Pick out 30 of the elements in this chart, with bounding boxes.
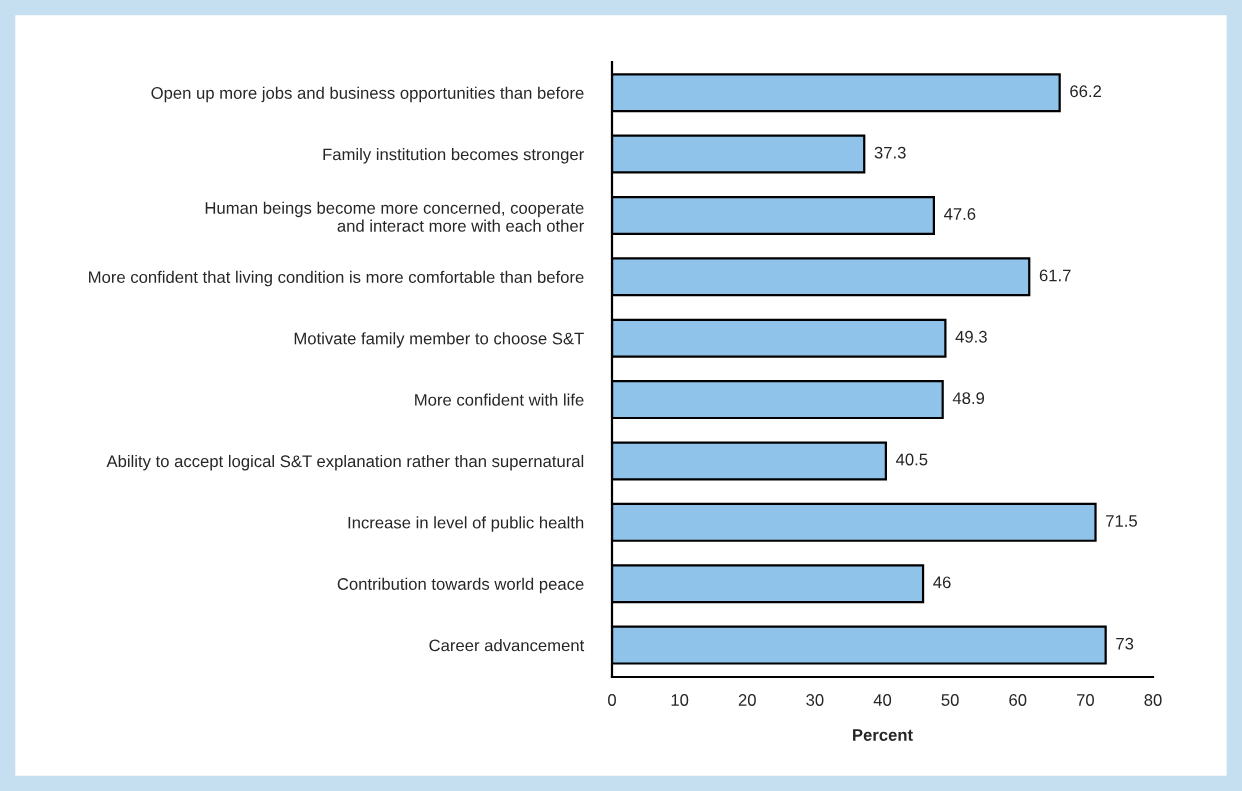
y-tick-label: Open up more jobs and business opportunities than before: [151, 86, 584, 103]
y-tick-label: More confident with life: [415, 393, 584, 406]
data-label: 73: [1116, 637, 1134, 650]
x-tick-label: 40: [873, 694, 892, 706]
x-tick-label: 60: [1009, 694, 1027, 706]
x-tick-label: 80: [1144, 694, 1162, 706]
data-label: 66.2: [1070, 85, 1101, 98]
y-tick-label: Ability to accept logical S&T explanation rather than supernatural: [106, 454, 584, 471]
x-tick-label: 20: [738, 694, 756, 706]
y-tick-label: Increase in level of public health: [348, 516, 584, 532]
x-tick-label: 0: [608, 694, 616, 706]
x-tick-label: 10: [671, 694, 689, 706]
data-label: 47.6: [944, 208, 976, 220]
y-tick-label: Career advancement: [429, 639, 585, 652]
x-tick-label: 70: [1076, 694, 1094, 706]
data-label: 71.5: [1106, 515, 1137, 527]
y-tick-label: More confident that living condition is more comfortable than before: [89, 270, 584, 287]
y-tick-label: Contribution towards world peace: [337, 577, 584, 594]
data-label: 48.9: [952, 392, 985, 405]
data-label: 46: [933, 576, 951, 589]
y-tick-label: Motivate family member to choose S&T: [294, 332, 584, 348]
y-tick-label: Human beings become more concerned, cooperate and interact more with each other: [205, 201, 584, 232]
x-tick-label: 30: [806, 694, 824, 706]
data-label: 40.5: [895, 453, 928, 466]
x-tick-label: 50: [941, 694, 959, 706]
y-tick-label: Family institution becomes stronger: [323, 148, 584, 164]
data-label: 61.7: [1039, 269, 1071, 282]
data-label: 49.3: [955, 330, 987, 343]
x-axis-title: Percent: [853, 729, 913, 741]
data-label: 37.3: [874, 146, 906, 159]
